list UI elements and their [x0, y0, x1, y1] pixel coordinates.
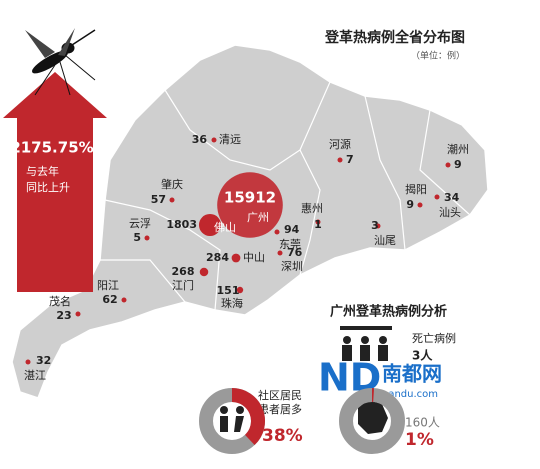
case-count: 268 [172, 265, 195, 278]
community-text: 患者居多 [258, 402, 302, 416]
increase-value: 2175.75% [10, 139, 93, 157]
city-name: 江门 [172, 278, 194, 292]
person-icons [340, 326, 392, 361]
case-dot [236, 286, 244, 294]
city-name: 佛山 [214, 221, 236, 234]
city-name: 湛江 [24, 369, 46, 382]
city-name: 惠州 [301, 201, 323, 215]
case-dot [231, 253, 241, 263]
case-count: 23 [56, 309, 71, 322]
city-name: 深圳 [281, 260, 303, 273]
community-text: 社区居民 [258, 388, 302, 402]
city-name: 清远 [219, 133, 241, 146]
case-count: 57 [151, 193, 166, 206]
city-name: 河源 [329, 137, 351, 151]
death-label: 死亡病例 [412, 331, 456, 345]
case-count: 1 [314, 218, 322, 231]
case-count: 76 [287, 246, 303, 259]
case-dot [144, 235, 150, 241]
city-name: 云浮 [129, 217, 151, 230]
case-count: 3 [371, 219, 379, 232]
case-dot [375, 223, 381, 229]
city-name: 揭阳 [405, 182, 427, 196]
case-dot [169, 197, 175, 203]
analysis-title: 广州登革热病例分析 [330, 304, 447, 320]
site-name: 南都网 [382, 362, 442, 386]
city-name: 珠海 [221, 296, 243, 310]
case-count: 15912 [224, 189, 276, 207]
case-dot [199, 267, 209, 277]
city-name: 中山 [243, 251, 265, 264]
city-name: 肇庆 [161, 177, 183, 191]
city-name: 汕尾 [374, 234, 396, 247]
case-count: 34 [444, 191, 460, 204]
case-count: 151 [217, 284, 240, 297]
case-dot [25, 359, 31, 365]
donut-arc [231, 388, 265, 446]
city-name: 阳江 [97, 279, 119, 292]
city-name: 茂名 [49, 294, 71, 308]
case-dot [337, 157, 343, 163]
case-dot [75, 311, 81, 317]
case-count: 9 [454, 158, 462, 171]
case-dot [198, 213, 222, 237]
increase-text: 同比上升 [26, 181, 70, 194]
case-count: 9 [406, 198, 414, 211]
case-dot [121, 297, 127, 303]
case-count: 62 [102, 293, 117, 306]
city-name: 潮州 [447, 142, 469, 156]
case-dot [417, 202, 423, 208]
elder-icon [220, 406, 244, 432]
city-name: 广州 [247, 211, 269, 224]
map-title: 登革热病例全省分布图 [324, 29, 465, 46]
case-count: 32 [36, 354, 51, 367]
case-dot [434, 194, 440, 200]
mosquito-icon [25, 28, 96, 96]
increase-arrow [3, 72, 107, 292]
case-dot [217, 172, 283, 238]
district-borders [100, 81, 471, 311]
case-count: 94 [284, 223, 300, 236]
case-count: 1803 [166, 218, 197, 231]
case-dot [274, 229, 280, 235]
death-count: 3人 [412, 348, 433, 363]
case-count: 7 [346, 153, 354, 166]
case-count: 284 [206, 251, 229, 264]
city-name: 汕头 [439, 206, 461, 219]
unit-note: （单位：例） [411, 50, 465, 62]
other-count: 160人 [405, 416, 440, 430]
case-dot [315, 219, 321, 225]
case-dot [277, 250, 283, 256]
case-dot [445, 162, 451, 168]
city-name: 东莞 [279, 238, 301, 251]
site-url: nandu.com [382, 389, 438, 400]
case-dot [211, 137, 217, 143]
city-icon [358, 400, 388, 434]
community-percent: 38% [262, 426, 303, 446]
case-count: 36 [192, 133, 208, 146]
case-count: 5 [133, 231, 141, 244]
increase-text: 与去年 [26, 164, 59, 178]
other-percent: 1% [405, 430, 434, 450]
